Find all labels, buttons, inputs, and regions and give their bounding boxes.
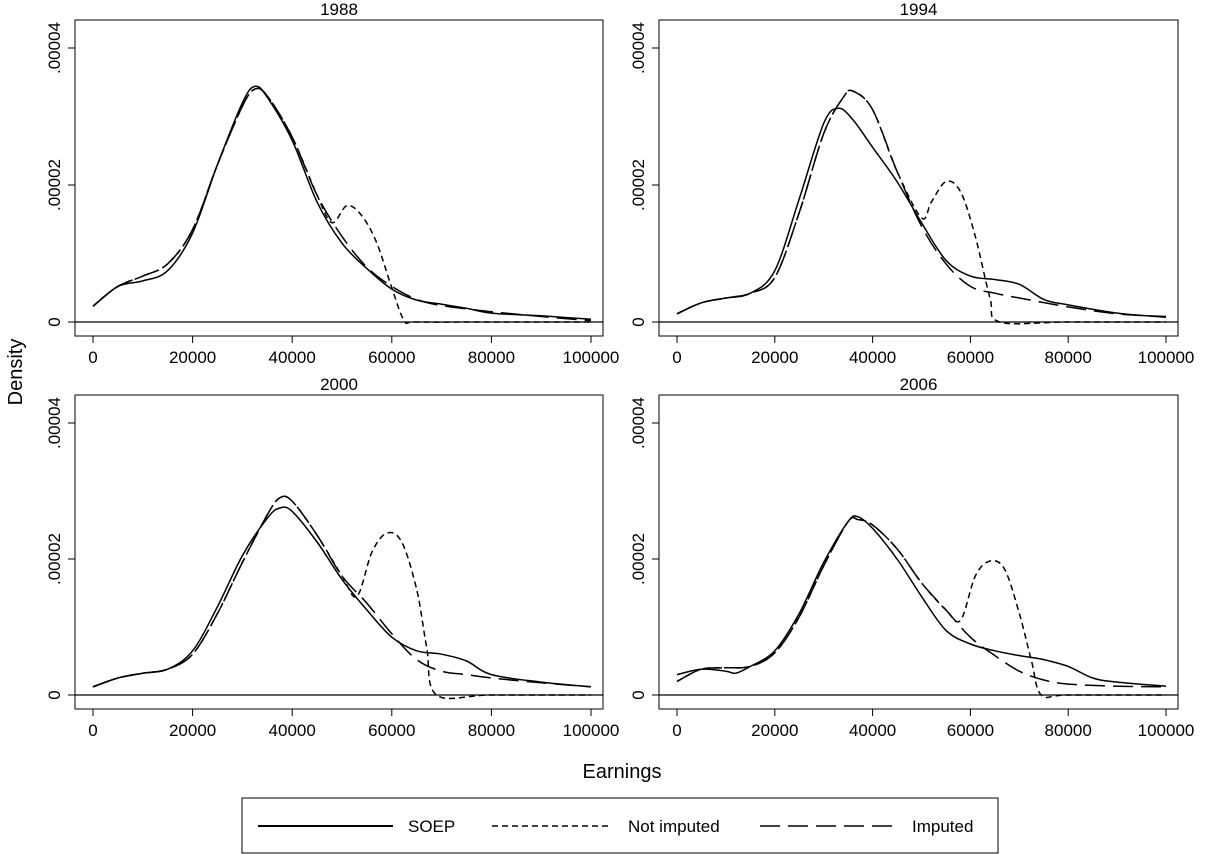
series-line-not-imputed (92, 495, 591, 700)
panel-title: 2006 (900, 375, 938, 394)
series-line-imputed (92, 495, 592, 688)
shared-ylabel: Density (5, 339, 27, 406)
y-tick-label: .00002 (629, 159, 648, 211)
x-tick-label: 60000 (947, 721, 994, 740)
y-tick-label: 0 (629, 690, 648, 699)
x-tick-label: 0 (672, 721, 681, 740)
legend-label-soep: SOEP (408, 817, 455, 836)
x-tick-label: 100000 (563, 721, 620, 740)
panel-title: 1994 (900, 0, 938, 19)
panel-1994: 1994 0 20000 40000 60000 80000 100000 0 .00002 .0… (629, 0, 1194, 367)
plot-frame (658, 19, 1179, 337)
series-line-soep (92, 506, 592, 688)
plot-frame (74, 394, 604, 710)
series-line-not-imputed (92, 87, 591, 325)
series-line-not-imputed (676, 89, 1166, 325)
y-tick-label: .00002 (629, 533, 648, 585)
y-tick-label: .00004 (45, 397, 64, 449)
y-tick-label: 0 (45, 690, 64, 699)
panel-1988: 1988 0 20000 40000 60000 80000 100000 0 .00002 .0… (45, 0, 619, 367)
y-tick-label: .00004 (45, 22, 64, 74)
x-tick-label: 100000 (1138, 721, 1195, 740)
x-tick-label: 80000 (468, 348, 515, 367)
x-tick-label: 0 (88, 721, 97, 740)
x-tick-label: 60000 (368, 721, 415, 740)
y-tick-label: .00002 (45, 159, 64, 211)
x-tick-label: 20000 (169, 721, 216, 740)
x-tick-label: 0 (672, 348, 681, 367)
series-line-soep (92, 85, 592, 321)
x-tick-label: 80000 (1045, 348, 1092, 367)
series-line-soep (676, 107, 1167, 318)
plot-frame (74, 19, 604, 337)
panel-2000: 20000 20000 40000 60000 80000 1000000.00002.0… (45, 375, 619, 740)
x-tick-label: 20000 (751, 721, 798, 740)
x-tick-label: 40000 (269, 348, 316, 367)
x-tick-label: 100000 (1138, 348, 1195, 367)
series-line-imputed (92, 87, 592, 322)
y-tick-label: 0 (45, 317, 64, 326)
series-line-not-imputed (676, 516, 1166, 699)
y-tick-label: .00002 (45, 533, 64, 585)
x-tick-label: 40000 (269, 721, 316, 740)
panel-title: 2000 (320, 375, 358, 394)
y-tick-label: .00004 (629, 22, 648, 74)
y-tick-label: .00004 (629, 397, 648, 449)
series-line-imputed (676, 516, 1167, 688)
x-tick-label: 0 (88, 348, 97, 367)
legend-label-not-imputed: Not imputed (628, 817, 720, 836)
series-line-soep (676, 515, 1167, 687)
panel-2006: 2006 0 20000 40000 60000 80000 100000 0 .00002 .0… (629, 375, 1194, 740)
y-tick-label: 0 (629, 317, 648, 326)
series-line-imputed (676, 89, 1167, 318)
x-tick-label: 20000 (169, 348, 216, 367)
legend-label-imputed: Imputed (912, 817, 973, 836)
x-tick-label: 60000 (947, 348, 994, 367)
panel-title: 1988 (320, 0, 358, 19)
legend: SOEP Not imputed Imputed (241, 797, 999, 854)
shared-xlabel: Earnings (583, 761, 662, 783)
x-tick-label: 20000 (751, 348, 798, 367)
x-tick-label: 80000 (468, 721, 515, 740)
x-tick-label: 100000 (563, 348, 620, 367)
x-tick-label: 80000 (1045, 721, 1092, 740)
x-tick-label: 40000 (849, 721, 896, 740)
plot-frame (658, 394, 1179, 710)
x-tick-label: 40000 (849, 348, 896, 367)
x-tick-label: 60000 (368, 348, 415, 367)
